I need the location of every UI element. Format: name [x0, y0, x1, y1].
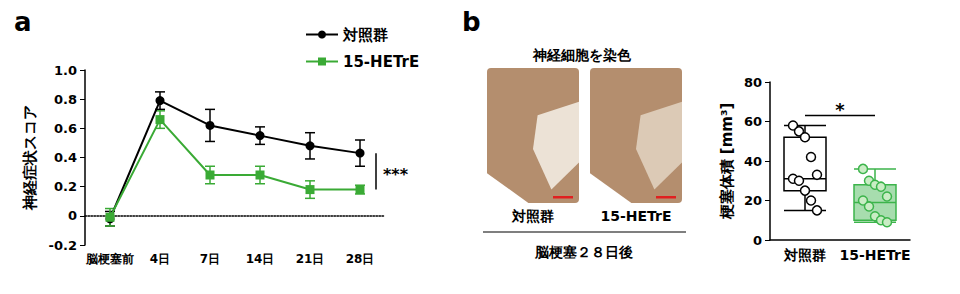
svg-text:0: 0 — [68, 208, 77, 223]
svg-text:対照群: 対照群 — [783, 247, 826, 263]
svg-text:神経細胞を染色: 神経細胞を染色 — [532, 47, 632, 63]
svg-text:7日: 7日 — [200, 252, 220, 266]
svg-text:a: a — [14, 7, 32, 37]
svg-text:脳梗塞２８日後: 脳梗塞２８日後 — [534, 244, 633, 260]
svg-text:-0.2: -0.2 — [49, 238, 77, 253]
svg-text:14日: 14日 — [246, 252, 275, 266]
svg-text:b: b — [462, 7, 481, 37]
svg-text:0.6: 0.6 — [54, 121, 77, 136]
svg-text:1.0: 1.0 — [54, 63, 77, 78]
svg-text:脳梗塞前: 脳梗塞前 — [85, 252, 134, 266]
svg-text:15-HETrE: 15-HETrE — [343, 53, 419, 71]
svg-text:60: 60 — [744, 114, 762, 129]
svg-text:80: 80 — [744, 75, 762, 90]
svg-text:21日: 21日 — [296, 252, 325, 266]
svg-text:28日: 28日 — [346, 252, 375, 266]
svg-text:20: 20 — [744, 193, 762, 208]
svg-text:***: *** — [383, 165, 409, 184]
svg-text:0.4: 0.4 — [54, 150, 77, 165]
svg-text:15-HETrE: 15-HETrE — [600, 208, 671, 224]
svg-text:0.8: 0.8 — [54, 92, 77, 107]
svg-text:対照群: 対照群 — [342, 26, 388, 44]
svg-text:対照群: 対照群 — [511, 208, 554, 224]
svg-text:4日: 4日 — [150, 252, 170, 266]
svg-text:0.2: 0.2 — [54, 179, 77, 194]
svg-text:15-HETrE: 15-HETrE — [839, 247, 910, 263]
svg-text:梗塞体積 [mm³]: 梗塞体積 [mm³] — [718, 103, 736, 221]
svg-text:神経症状スコア: 神経症状スコア — [21, 105, 39, 211]
svg-text:0: 0 — [753, 233, 762, 248]
svg-text:40: 40 — [744, 154, 762, 169]
svg-text:*: * — [835, 99, 845, 120]
